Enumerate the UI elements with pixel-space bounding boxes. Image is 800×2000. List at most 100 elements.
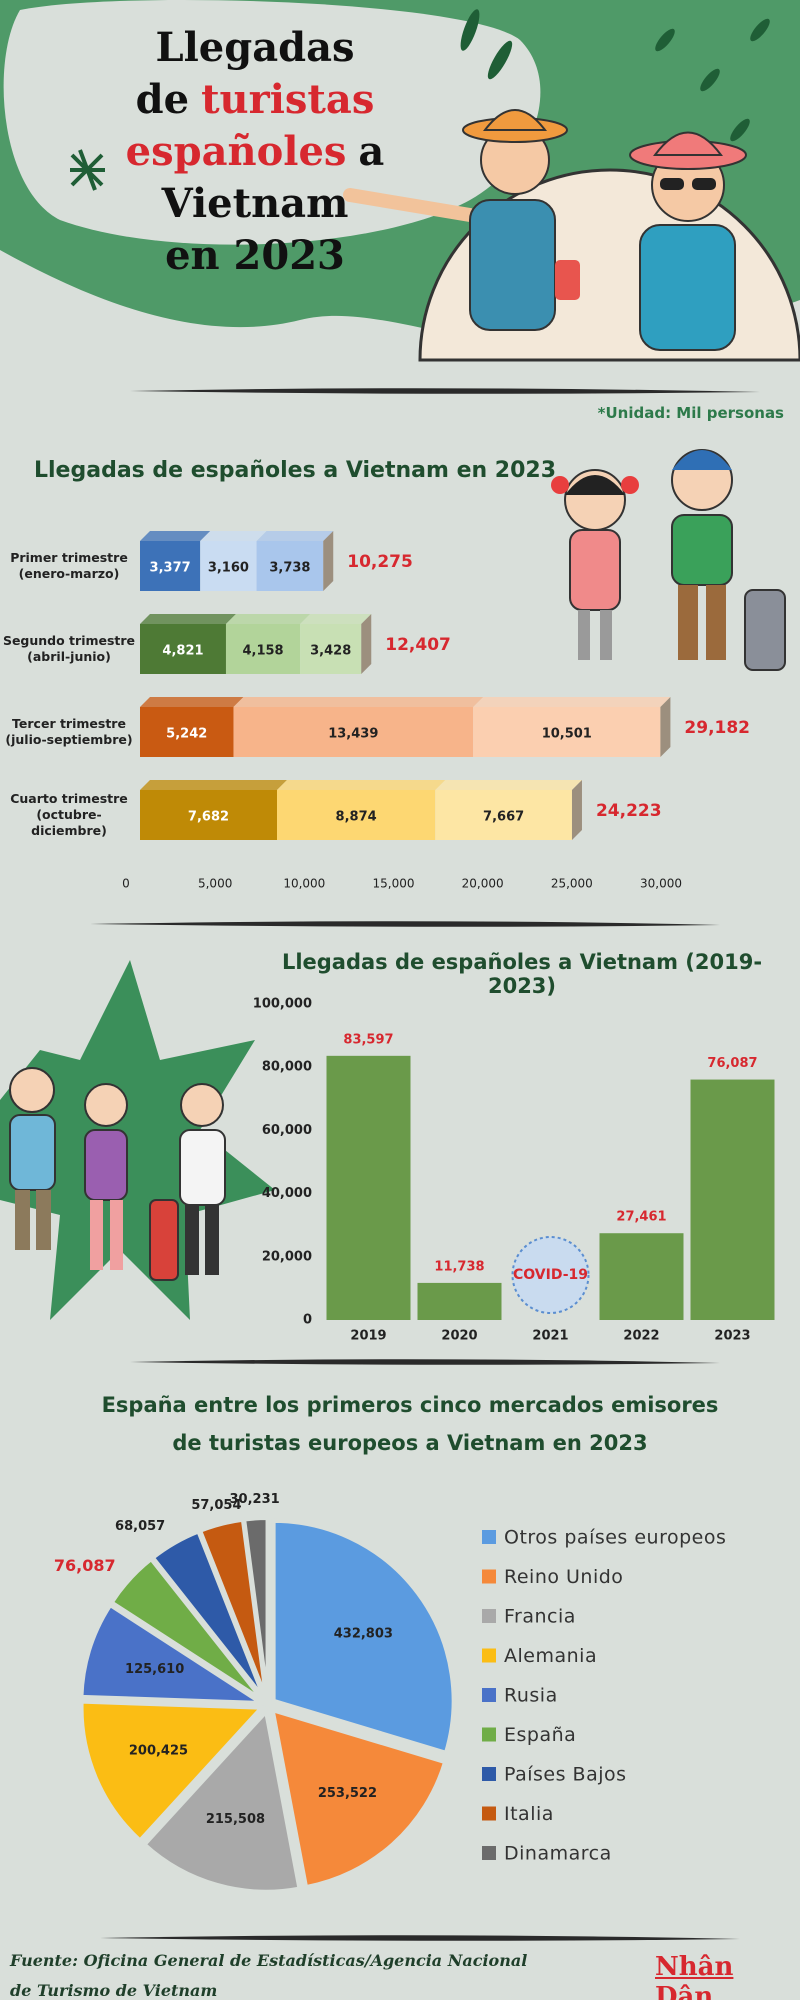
y-tick-label: Tercer trimestre (julio-septiembre) [5,716,133,747]
bar-side [571,780,582,840]
bar-segment [435,790,572,840]
bar-segment [200,541,257,591]
bar-top [140,780,287,790]
bar [599,1233,684,1320]
bar-top [140,697,244,707]
bar-segment [140,707,234,757]
bar [690,1079,775,1320]
bar-top [225,614,311,624]
total-label: 12,407 [385,635,451,655]
pie-slice [79,1602,269,1706]
total-label: 10,275 [347,552,413,572]
pie-slice [241,1516,270,1699]
header-tourists [343,109,747,351]
source: Fuente: Oficina General de Estadísticas/… [10,1951,528,2000]
x-tick-label: 20,000 [462,877,504,891]
value-label: 76,087 [707,1056,757,1071]
value-label: 3,428 [310,644,351,659]
bar-top [256,531,334,541]
value-label: 3,160 [208,561,249,576]
value-label: 4,158 [242,644,283,659]
bar-top [435,780,582,790]
value-label: 7,682 [188,810,229,825]
value-label: 8,874 [336,810,377,825]
x-tick-label: 15,000 [373,877,415,891]
bar-top [140,614,236,624]
star-illustration [0,960,275,1320]
y-tick-label: 20,000 [262,1249,312,1264]
legend-label: Alemania [504,1645,597,1667]
bar-top [233,697,484,707]
x-tick-label: 2023 [714,1329,750,1344]
chart-title: Llegadas de españoles a Vietnam (2019-20… [281,950,763,998]
y-tick-label: Cuarto trimestre (octubre-diciembre) [10,791,128,838]
unit-note: *Unidad: Mil personas [597,404,784,422]
x-tick-label: 2019 [350,1329,386,1344]
bar-top [473,697,671,707]
value-label: 76,087 [54,1556,116,1575]
legend-swatch [482,1530,496,1544]
chart-title: Llegadas de españoles a Vietnam en 2023 [34,458,557,483]
pie-slice [271,1518,456,1756]
legend-label: España [504,1724,576,1746]
pie-slice [270,1707,448,1890]
value-label: 3,738 [269,561,310,576]
x-tick-label: 2021 [532,1329,568,1344]
virus-decoration [511,1236,590,1314]
bar-side [660,697,671,757]
value-label: 5,242 [166,727,207,742]
bar-top [140,531,211,541]
bar [417,1282,502,1320]
x-tick-label: 25,000 [551,877,593,891]
legend-swatch [482,1648,496,1663]
value-label: 3,377 [150,561,191,576]
value-label: 30,231 [230,1492,280,1507]
y-tick-label: 80,000 [262,1060,312,1075]
y-tick-label: Segundo trimestre (abril-junio) [2,633,136,664]
divider [100,1935,740,1941]
pie-slice [108,1556,265,1702]
value-label: 13,439 [328,727,378,742]
legend-swatch [482,1609,496,1623]
value-label: 215,508 [206,1812,265,1827]
y-tick-label: 40,000 [262,1186,312,1201]
title-part: turistas [201,76,375,123]
bar-top [300,614,372,624]
legend-swatch [482,1806,496,1821]
legend-swatch [482,1846,496,1860]
legend-label: Italia [504,1803,554,1825]
y-tick-label: 60,000 [262,1123,312,1138]
x-tick-label: 30,000 [640,877,682,891]
bar-segment [276,790,436,840]
legend-label: Países Bajos [504,1764,627,1786]
bar-segment [140,624,226,674]
value-label: 27,461 [616,1210,666,1225]
logo: Nhân Dân [655,1952,734,2000]
bar-top [276,780,446,790]
legend-label: Otros países europeos [504,1527,726,1549]
bar-segment [300,624,362,674]
bar-segment [473,707,661,757]
value-label: 83,597 [343,1032,393,1047]
value-label: 432,803 [334,1627,393,1642]
bar-segment [140,790,277,840]
annotation: COVID-19 [513,1267,588,1283]
value-label: 68,057 [115,1519,165,1534]
title-part: españoles [125,128,347,175]
value-label: 57,054 [191,1498,241,1513]
legend-label: Francia [504,1606,576,1628]
legend-label: Rusia [504,1685,558,1707]
main-title: Llegadas de turistas españoles a Vietnam e… [40,22,470,282]
total-label: 24,223 [596,801,662,821]
pie-slice [79,1699,266,1844]
bar-segment [225,624,301,674]
bar-segment [256,541,324,591]
legend-swatch [482,1569,496,1584]
value-label: 4,821 [162,644,203,659]
y-tick-label: 0 [303,1313,312,1328]
bar-segment [233,707,474,757]
bar-top [200,531,267,541]
x-tick-label: 5,000 [198,877,232,891]
